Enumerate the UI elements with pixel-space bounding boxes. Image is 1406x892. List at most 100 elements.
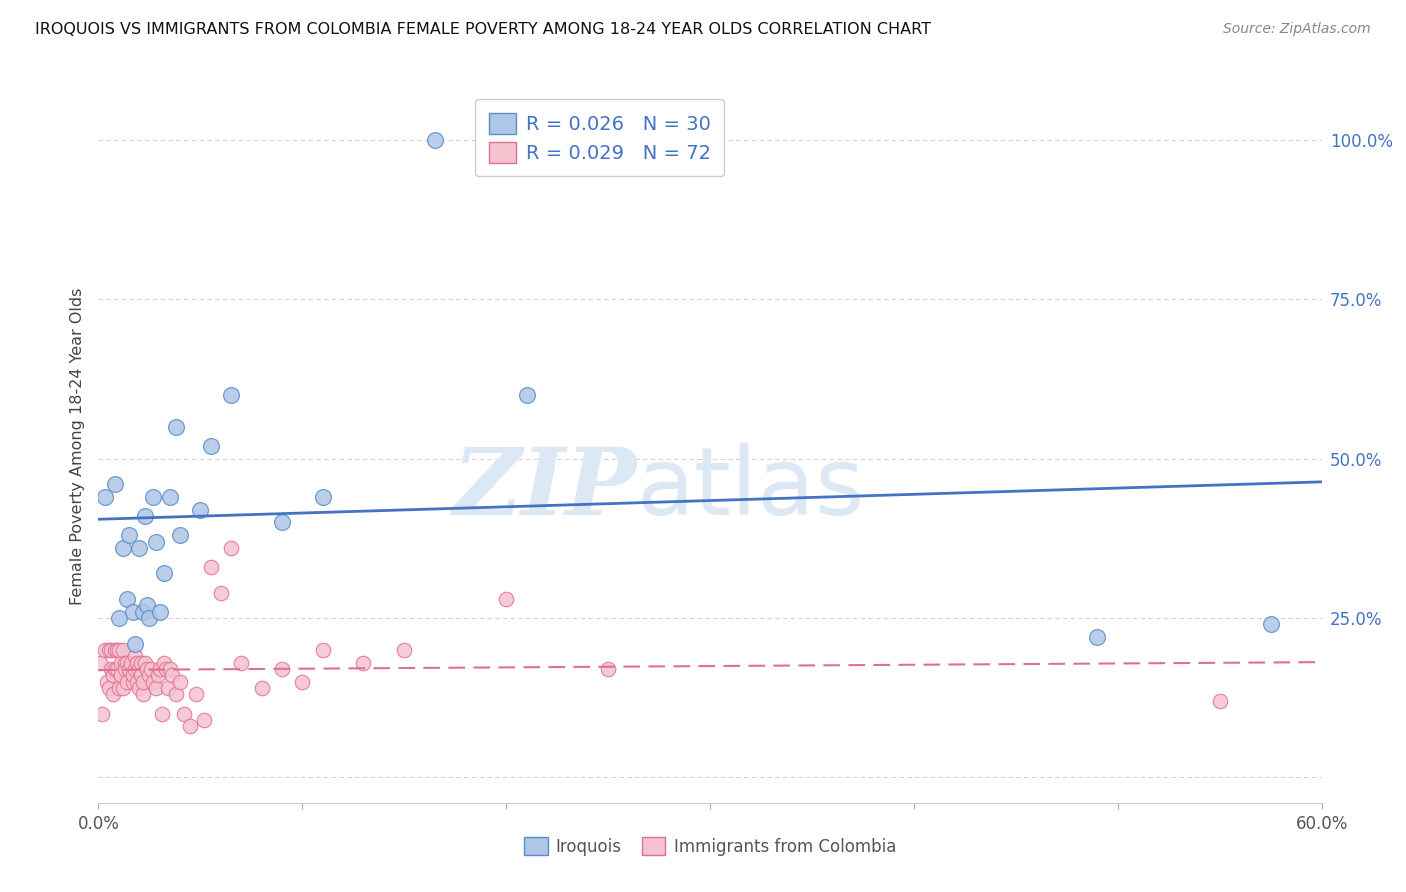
Point [100,662,122,676]
Point [160,668,183,682]
Point [250,681,273,695]
Y-axis label: Female Poverty Among 18-24 Year Olds: Female Poverty Among 18-24 Year Olds [69,287,84,605]
Point [96,674,118,689]
Point [124,636,146,650]
Point [128,662,150,676]
Point [118,662,141,676]
Point [128,681,150,695]
Point [145,534,167,549]
Point [270,662,294,676]
Point [156,681,179,695]
Point [97,643,120,657]
Point [149,662,172,676]
Point [110,656,132,670]
Text: atlas: atlas [637,442,865,535]
Point [136,599,159,613]
Point [110,668,132,682]
Point [129,668,152,682]
Point [485,133,508,147]
Point [89,656,111,670]
Point [291,674,314,689]
Point [101,668,124,682]
Point [124,662,146,676]
Point [352,656,374,670]
Point [598,662,620,676]
Point [1260,617,1282,632]
Point [495,591,517,606]
Point [105,643,128,657]
Point [120,656,142,670]
Point [122,668,145,682]
Point [128,541,150,555]
Point [138,668,160,682]
Point [115,591,138,606]
Point [93,490,115,504]
Point [101,688,124,702]
Point [118,662,141,676]
Point [142,674,165,689]
Point [104,477,127,491]
Point [231,656,253,670]
Text: ZIP: ZIP [453,444,637,533]
Point [132,674,155,689]
Point [392,643,416,657]
Point [111,541,134,555]
Point [136,662,159,676]
Point [159,662,181,676]
Point [142,490,165,504]
Point [104,662,127,676]
Point [108,681,131,695]
Point [209,585,232,599]
Point [219,541,242,555]
Point [312,643,335,657]
Point [1085,630,1108,644]
Point [114,662,136,676]
Point [115,656,138,670]
Point [270,516,294,530]
Point [173,706,195,721]
Point [159,490,181,504]
Point [150,706,173,721]
Point [104,643,127,657]
Point [111,681,134,695]
Point [186,688,208,702]
Point [124,649,146,664]
Text: Source: ZipAtlas.com: Source: ZipAtlas.com [1223,22,1371,37]
Point [97,681,120,695]
Point [179,719,201,733]
Point [149,605,172,619]
Point [111,643,134,657]
Point [169,674,191,689]
Point [100,643,122,657]
Point [145,681,167,695]
Point [141,662,163,676]
Point [152,566,174,581]
Point [129,656,152,670]
Point [105,662,128,676]
Point [108,643,131,657]
Point [155,662,177,676]
Point [188,502,212,516]
Point [91,706,114,721]
Point [114,656,136,670]
Point [146,668,169,682]
Point [118,528,141,542]
Point [200,560,222,574]
Point [200,439,222,453]
Point [312,490,335,504]
Point [122,674,145,689]
Point [219,388,242,402]
Point [127,674,149,689]
Point [132,688,155,702]
Point [134,656,156,670]
Point [138,611,160,625]
Point [93,643,115,657]
Point [165,688,187,702]
Point [169,528,191,542]
Point [152,656,174,670]
Point [132,605,155,619]
Point [115,674,138,689]
Point [122,605,145,619]
Legend: Iroquois, Immigrants from Colombia: Iroquois, Immigrants from Colombia [517,830,903,863]
Point [516,388,538,402]
